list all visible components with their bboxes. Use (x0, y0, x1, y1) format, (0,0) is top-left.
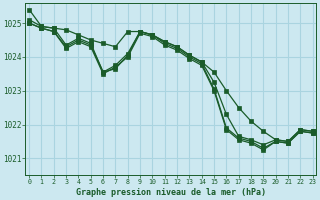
X-axis label: Graphe pression niveau de la mer (hPa): Graphe pression niveau de la mer (hPa) (76, 188, 266, 197)
